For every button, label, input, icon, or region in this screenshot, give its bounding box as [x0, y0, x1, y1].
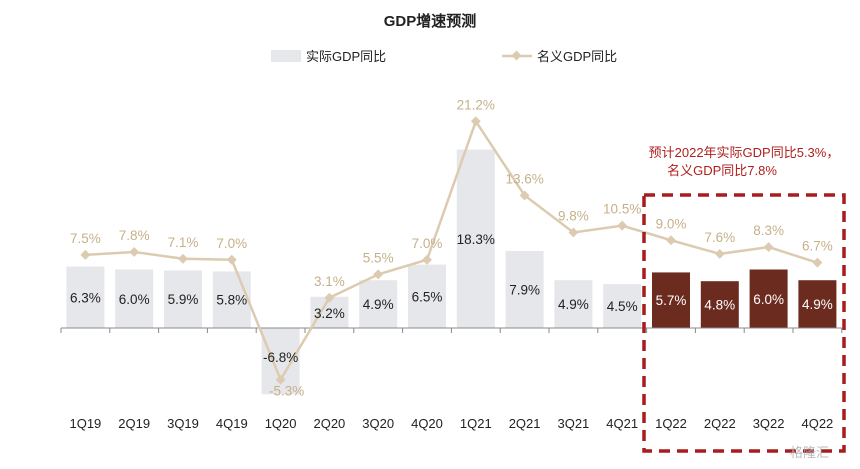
x-tick-label-4Q20: 4Q20: [411, 416, 443, 431]
bar-label-1Q19: 6.3%: [70, 290, 101, 305]
chart-title: GDP增速预测: [384, 12, 477, 30]
nominal-point-2Q19: [129, 247, 140, 257]
bar-3Q21: [554, 280, 593, 328]
nominal-gdp-line: [85, 118, 818, 383]
bar-label-1Q22: 5.7%: [656, 293, 687, 308]
bar-label-1Q20: -6.8%: [263, 350, 298, 365]
x-tick-label-4Q19: 4Q19: [216, 416, 248, 431]
nominal-point-1Q22: [666, 235, 676, 246]
x-tick-label-1Q22: 1Q22: [655, 416, 687, 431]
forecast-highlight-box: [642, 193, 846, 453]
nominal-point-4Q20: [422, 254, 432, 265]
line-label-1Q22: 9.0%: [656, 216, 687, 231]
bar-label-2Q19: 6.0%: [119, 292, 150, 307]
x-tick-label-3Q20: 3Q20: [362, 416, 394, 431]
nominal-point-1Q19: [80, 249, 91, 260]
annotation: 预计2022年实际GDP同比5.3%， 名义GDP同比7.8%: [649, 145, 840, 178]
annotation-line-1: 预计2022年实际GDP同比5.3%，: [649, 145, 840, 160]
bar-label-3Q19: 5.9%: [168, 292, 199, 307]
bar-4Q20: [408, 264, 446, 328]
x-tick-label-2Q19: 2Q19: [118, 416, 150, 431]
line-label-3Q19: 7.1%: [168, 235, 199, 250]
bar-2Q19: [115, 269, 154, 328]
nominal-point-4Q22: [812, 257, 823, 268]
x-tick-label-4Q22: 4Q22: [801, 416, 833, 431]
line-label-2Q21: 13.6%: [505, 171, 543, 186]
x-tick-label-3Q21: 3Q21: [557, 416, 589, 431]
bar-4Q19: [212, 271, 251, 328]
line-label-2Q22: 7.6%: [704, 230, 735, 245]
x-tick-label-3Q22: 3Q22: [753, 416, 785, 431]
bar-label-2Q20: 3.2%: [314, 306, 345, 321]
bar-2Q22: [700, 281, 739, 328]
nominal-point-3Q21: [568, 227, 579, 238]
bar-label-2Q21: 7.9%: [509, 282, 540, 297]
line-label-4Q22: 6.7%: [802, 239, 833, 254]
nominal-point-2Q20: [324, 292, 335, 303]
bar-label-2Q22: 4.8%: [704, 298, 735, 313]
x-tick-label-1Q21: 1Q21: [460, 416, 492, 431]
line-label-4Q19: 7.0%: [216, 236, 247, 251]
bar-label-4Q21: 4.5%: [607, 299, 638, 314]
x-tick-label-1Q20: 1Q20: [265, 416, 297, 431]
bar-1Q21: [456, 149, 495, 328]
nominal-point-4Q19: [226, 254, 237, 265]
bar-4Q22: [798, 280, 837, 328]
line-label-2Q19: 7.8%: [119, 228, 150, 243]
bar-label-3Q21: 4.9%: [558, 297, 589, 312]
x-tick-label-2Q20: 2Q20: [313, 416, 345, 431]
nominal-point-4Q21: [617, 220, 628, 231]
line-label-3Q22: 8.3%: [753, 223, 784, 238]
line-label-3Q21: 9.8%: [558, 208, 589, 223]
bar-1Q22: [652, 272, 690, 328]
nominal-point-1Q20: [275, 374, 286, 385]
line-label-1Q19: 7.5%: [70, 231, 101, 246]
bar-label-4Q22: 4.9%: [802, 297, 833, 312]
legend: 实际GDP同比 名义GDP同比: [271, 49, 617, 64]
nominal-point-2Q22: [714, 248, 725, 259]
legend-label-nominal: 名义GDP同比: [537, 49, 617, 64]
legend-swatch-real: [271, 50, 301, 62]
bar-3Q19: [164, 270, 202, 328]
annotation-line-2: 名义GDP同比7.8%: [667, 163, 777, 178]
x-tick-label-2Q22: 2Q22: [704, 416, 736, 431]
legend-label-real: 实际GDP同比: [306, 49, 386, 64]
bar-label-4Q20: 6.5%: [412, 289, 443, 304]
bar-3Q20: [359, 280, 398, 328]
nominal-point-2Q21: [519, 190, 530, 201]
bar-label-3Q20: 4.9%: [363, 297, 394, 312]
nominal-point-3Q20: [373, 269, 384, 280]
bar-label-4Q19: 5.8%: [216, 293, 247, 308]
x-tick-label-2Q21: 2Q21: [509, 416, 541, 431]
bar-label-1Q21: 18.3%: [457, 232, 495, 247]
bar-4Q21: [603, 284, 642, 328]
x-tick-label-3Q19: 3Q19: [167, 416, 199, 431]
line-label-1Q20: -5.3%: [269, 384, 304, 399]
legend-marker-nominal: [511, 50, 522, 61]
line-label-2Q20: 3.1%: [314, 274, 345, 289]
line-label-4Q20: 7.0%: [412, 236, 443, 251]
bar-label-3Q22: 6.0%: [753, 292, 784, 307]
x-tick-label-1Q19: 1Q19: [69, 416, 101, 431]
x-tick-label-4Q21: 4Q21: [606, 416, 638, 431]
nominal-point-3Q19: [178, 253, 188, 264]
watermark: 格隆汇: [790, 445, 829, 460]
nominal-point-3Q22: [763, 242, 774, 253]
line-label-4Q21: 10.5%: [603, 202, 641, 217]
bar-2Q21: [505, 250, 544, 328]
bar-1Q19: [66, 266, 105, 328]
bar-3Q22: [749, 269, 788, 328]
line-label-3Q20: 5.5%: [363, 250, 394, 265]
line-label-1Q21: 21.2%: [457, 97, 495, 112]
